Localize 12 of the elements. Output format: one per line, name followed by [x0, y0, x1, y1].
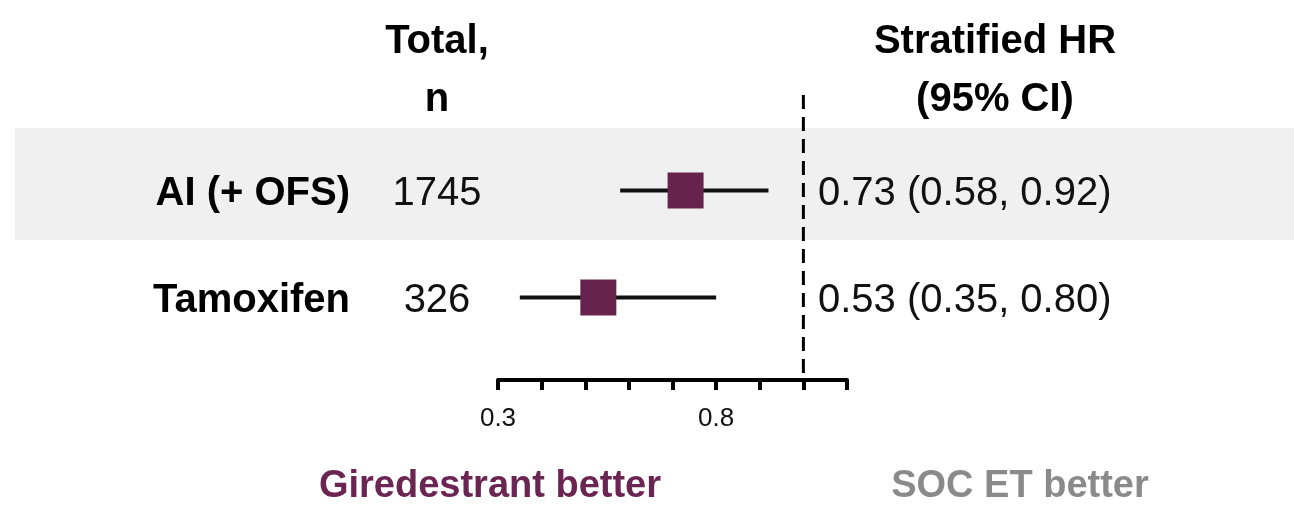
text: Stratified HR (95% CI) [873, 17, 1117, 119]
y-tick-label: AI (+ OFS) [155, 168, 350, 213]
x-tick-label: 0.8 [698, 402, 735, 432]
text: Total, n [385, 17, 489, 119]
x-tick-label: 0.3 [479, 402, 517, 432]
data-label: 0.73 (0.58, 0.92) [818, 168, 1112, 213]
y-tick-label: Tamoxifen [152, 275, 350, 320]
text: 326 [403, 275, 471, 320]
data-label: 0.53 (0.35, 0.80) [818, 275, 1112, 320]
text: 1745 [392, 168, 482, 213]
text: SOC ET better [891, 463, 1149, 505]
text: Giredestrant better [318, 463, 662, 505]
